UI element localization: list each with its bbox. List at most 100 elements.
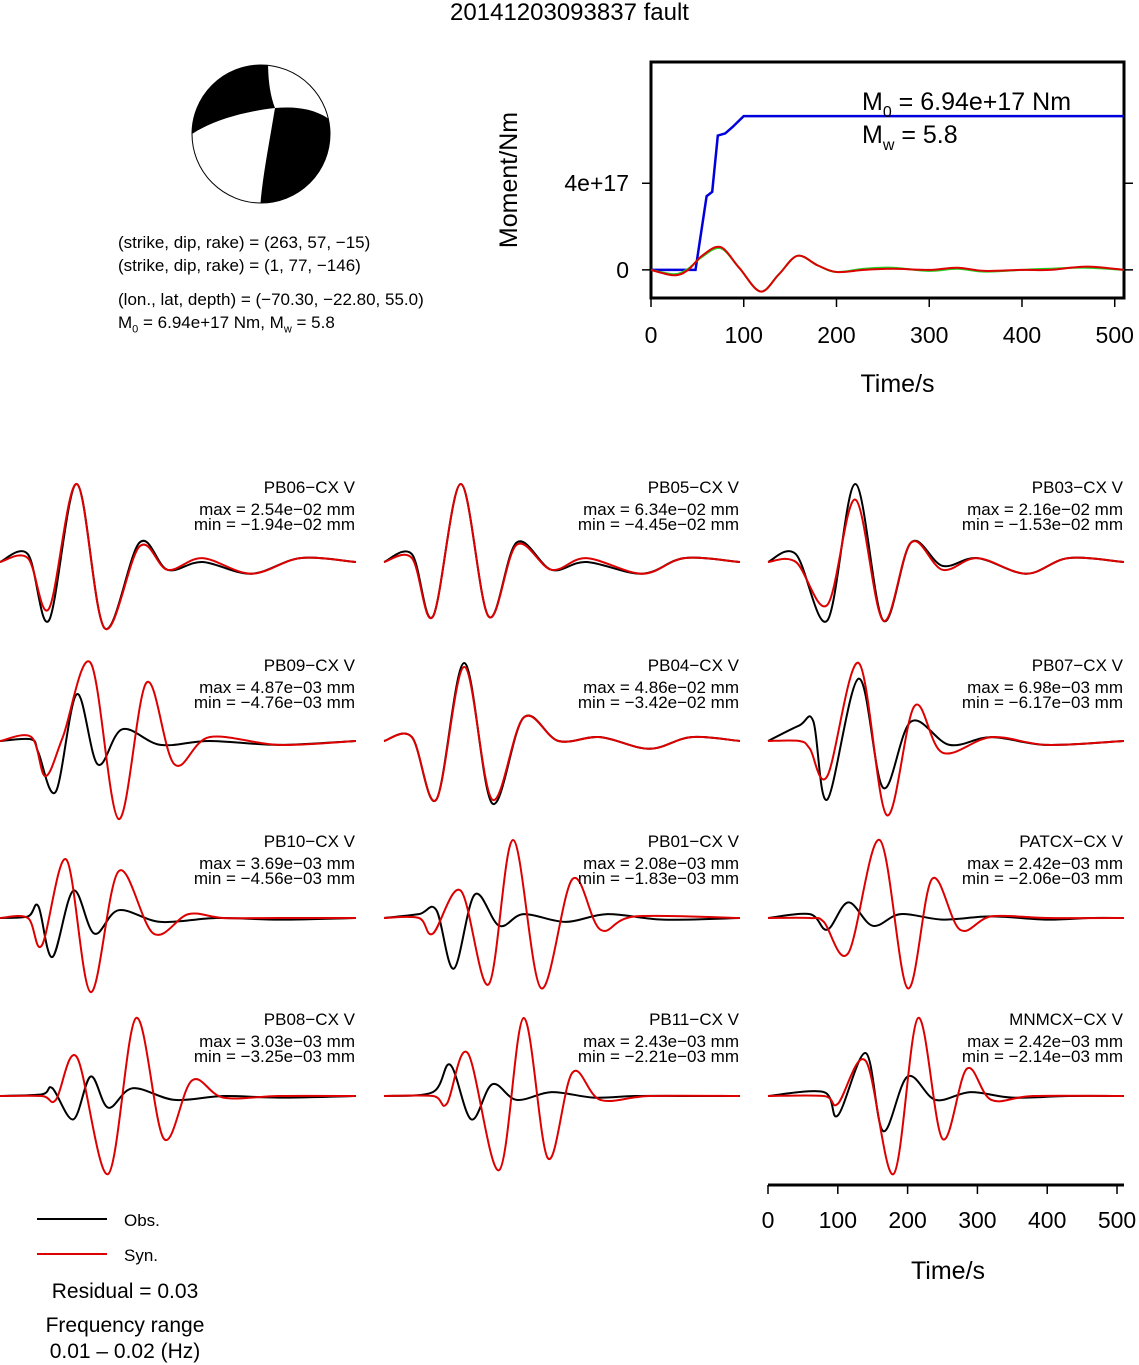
moment-x-tick-label: 200: [817, 322, 855, 348]
station-max: max = 2.54e−02 mm: [199, 500, 355, 519]
moment-cumulative-line: [651, 114, 1124, 272]
synthetic-waveform: [383, 838, 741, 990]
station-name: PB11−CX V: [649, 1010, 740, 1029]
synthetic-waveform: [383, 1016, 741, 1172]
mw-prefix: M: [862, 121, 883, 149]
station-max: max = 6.98e−03 mm: [967, 678, 1123, 697]
figure-title: 20141203093837 fault: [450, 0, 689, 26]
mw-value: = 5.8: [291, 313, 335, 332]
moment-annotation-m0: M0 = 6.94e+17 Nm: [862, 88, 1071, 121]
station-min: min = −2.06e−03 mm: [962, 869, 1123, 888]
frequency-range-label: Frequency range: [45, 1314, 205, 1337]
mw-sub: w: [882, 137, 895, 154]
synthetic-waveform: [383, 482, 741, 620]
synthetic-waveform: [0, 1016, 357, 1176]
station-max: max = 3.69e−03 mm: [199, 854, 355, 873]
beachball-outline: [191, 64, 331, 204]
station-max: max = 2.08e−03 mm: [583, 854, 739, 873]
station-max: max = 2.16e−02 mm: [967, 500, 1123, 519]
station-min: min = −4.76e−03 mm: [194, 693, 355, 712]
station-min: min = −2.21e−03 mm: [578, 1047, 739, 1066]
moment-y-tick-label: 0: [616, 257, 629, 283]
station-min: min = −1.94e−02 mm: [194, 515, 355, 534]
station-name: PB10−CX V: [264, 832, 356, 851]
frequency-range-value: 0.01 – 0.02 (Hz): [49, 1340, 201, 1363]
waveform-axis-tick-label: 500: [1098, 1207, 1136, 1233]
station-min: min = −1.53e−02 mm: [962, 515, 1123, 534]
waveform-x-axis-label: Time/s: [911, 1257, 985, 1285]
station-min: min = −4.56e−03 mm: [194, 869, 355, 888]
synthetic-waveform: [767, 838, 1125, 990]
moment-x-tick-label: 400: [1003, 322, 1041, 348]
synthetic-waveform: [767, 661, 1125, 817]
focal-plane-1: (strike, dip, rake) = (263, 57, −15): [118, 233, 371, 252]
moment-x-axis-label: Time/s: [860, 370, 934, 398]
station-max: max = 2.42e−03 mm: [967, 1032, 1123, 1051]
station-name: PATCX−CX V: [1019, 832, 1123, 851]
station-max: max = 2.42e−03 mm: [967, 854, 1123, 873]
moment-plot-frame: [649, 60, 1126, 300]
moment-x-tick-label: 100: [725, 322, 763, 348]
waveform-axis-tick-label: 400: [1028, 1207, 1066, 1233]
station-name: PB05−CX V: [648, 478, 740, 497]
moment-x-tick-label: 500: [1096, 322, 1134, 348]
station-name: PB07−CX V: [1032, 656, 1124, 675]
waveform-axis-tick-label: 200: [888, 1207, 926, 1233]
station-max: max = 2.43e−03 mm: [583, 1032, 739, 1051]
synthetic-waveform: [0, 858, 356, 994]
m0-subscript: 0: [132, 323, 139, 336]
station-name: PB09−CX V: [264, 656, 356, 675]
moment-x-tick-label: 300: [910, 322, 948, 348]
station-min: min = −6.17e−03 mm: [962, 693, 1123, 712]
hypocenter-info: (lon., lat, depth) = (−70.30, −22.80, 55…: [118, 290, 424, 309]
station-min: min = −2.14e−03 mm: [962, 1047, 1123, 1066]
residual-value: Residual = 0.03: [51, 1280, 199, 1303]
moment-rate-chart: 0 100 200 300 400 500 0 4e+17 Time/s Moment/Nm M0 …: [495, 60, 1134, 398]
station-max: max = 4.87e−03 mm: [199, 678, 355, 697]
observed-waveform: [0, 1075, 357, 1121]
moment-x-tick-label: 0: [645, 322, 658, 348]
synthetic-waveform: [0, 660, 357, 821]
m0-val: = 6.94e+17 Nm: [892, 88, 1071, 116]
observed-waveform: [767, 901, 1125, 931]
waveform-axis-tick-label: 300: [958, 1207, 996, 1233]
station-name: PB08−CX V: [264, 1010, 356, 1029]
waveform-axis-tick-label: 0: [762, 1207, 775, 1233]
m0-sub: 0: [883, 104, 892, 121]
synthetic-waveform: [767, 1016, 1125, 1176]
waveform-time-axis: 0 100 200 300 400 500 Time/s: [762, 1183, 1136, 1285]
station-name: PB04−CX V: [648, 656, 740, 675]
station-name: PB03−CX V: [1032, 478, 1124, 497]
station-min: min = −3.25e−03 mm: [194, 1047, 355, 1066]
moment-y-tick-label: 4e+17: [564, 170, 629, 196]
station-min: min = −4.45e−02 mm: [578, 515, 739, 534]
station-max: max = 6.34e−02 mm: [583, 500, 739, 519]
beachball-diagram: [191, 64, 331, 204]
m0-symbol: M: [118, 313, 133, 332]
observed-waveform: [383, 892, 741, 970]
station-min: min = −3.42e−02 mm: [578, 693, 739, 712]
station-max: max = 4.86e−02 mm: [583, 678, 739, 697]
station-name: PB06−CX V: [264, 478, 356, 497]
synthetic-waveform: [0, 482, 357, 630]
moment-info: M0 = 6.94e+17 Nm, Mw = 5.8: [118, 313, 335, 339]
m0-prefix: M: [862, 88, 883, 116]
m0-value: = 6.94e+17 Nm, M: [138, 313, 284, 332]
mw-subscript: w: [283, 323, 292, 336]
station-name: MNMCX−CX V: [1009, 1010, 1123, 1029]
moment-y-axis-label: Moment/Nm: [495, 112, 523, 248]
mw-val: = 5.8: [894, 121, 957, 149]
station-max: max = 3.03e−03 mm: [199, 1032, 355, 1051]
